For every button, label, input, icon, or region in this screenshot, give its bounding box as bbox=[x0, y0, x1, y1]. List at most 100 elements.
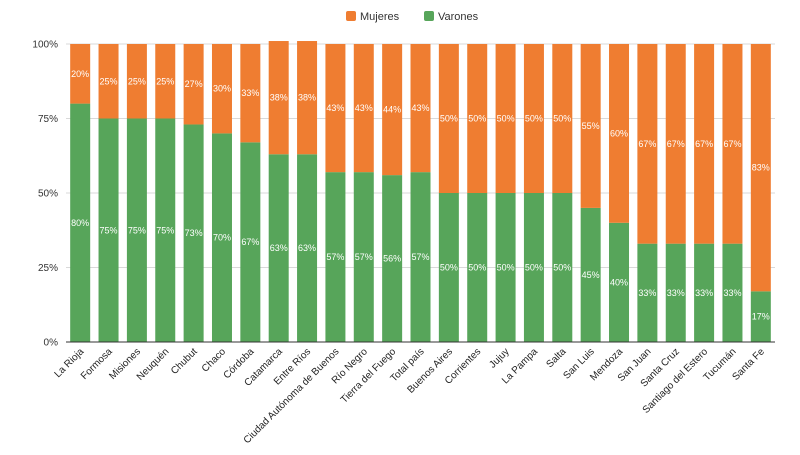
data-label-varones: 75% bbox=[100, 225, 118, 235]
bar-mujeres bbox=[552, 44, 573, 193]
bar-varones bbox=[353, 172, 374, 342]
data-label-varones: 57% bbox=[355, 252, 373, 262]
data-label-mujeres: 50% bbox=[553, 114, 571, 124]
data-label-mujeres: 38% bbox=[298, 93, 316, 103]
data-label-mujeres: 27% bbox=[185, 79, 203, 89]
data-label-varones: 80% bbox=[71, 218, 89, 228]
data-label-varones: 40% bbox=[610, 277, 628, 287]
data-label-mujeres: 30% bbox=[213, 84, 231, 94]
data-label-varones: 75% bbox=[128, 225, 146, 235]
data-label-varones: 33% bbox=[723, 288, 741, 298]
bar-mujeres bbox=[495, 44, 516, 193]
bar-mujeres bbox=[467, 44, 488, 193]
legend-swatch-mujeres bbox=[346, 11, 356, 21]
y-tick-label: 50% bbox=[38, 189, 58, 200]
bars bbox=[70, 41, 771, 343]
bar-mujeres bbox=[523, 44, 544, 193]
legend: Mujeres Varones bbox=[346, 11, 479, 23]
bar-varones bbox=[297, 154, 318, 342]
data-label-varones: 75% bbox=[156, 225, 174, 235]
bar-mujeres bbox=[98, 44, 119, 119]
data-label-varones: 57% bbox=[411, 252, 429, 262]
bar-varones bbox=[98, 118, 119, 342]
data-label-mujeres: 67% bbox=[723, 139, 741, 149]
bar-varones bbox=[495, 193, 516, 342]
bar-mujeres bbox=[609, 44, 630, 223]
data-label-mujeres: 25% bbox=[156, 76, 174, 86]
x-tick-label: Chubut bbox=[169, 346, 200, 377]
data-label-varones: 50% bbox=[440, 263, 458, 273]
data-label-mujeres: 50% bbox=[468, 114, 486, 124]
bar-varones bbox=[155, 118, 176, 342]
data-label-varones: 33% bbox=[695, 288, 713, 298]
bar-varones bbox=[665, 243, 686, 342]
bar-varones bbox=[580, 207, 601, 342]
bar-varones bbox=[722, 243, 743, 342]
bar-varones bbox=[126, 118, 147, 342]
bar-varones bbox=[325, 172, 346, 342]
data-label-mujeres: 25% bbox=[128, 76, 146, 86]
bar-mujeres bbox=[750, 44, 771, 292]
data-label-mujeres: 33% bbox=[241, 88, 259, 98]
data-label-varones: 63% bbox=[270, 243, 288, 253]
bar-mujeres bbox=[353, 44, 374, 173]
bar-mujeres bbox=[240, 44, 261, 143]
bar-varones bbox=[637, 243, 658, 342]
y-tick-label: 100% bbox=[32, 40, 58, 51]
bar-varones bbox=[70, 103, 91, 342]
data-label-mujeres: 50% bbox=[525, 114, 543, 124]
bar-mujeres bbox=[637, 44, 658, 244]
y-tick-label: 0% bbox=[44, 338, 59, 349]
bar-varones bbox=[211, 133, 232, 342]
bar-mujeres bbox=[694, 44, 715, 244]
bar-varones bbox=[183, 124, 204, 343]
data-label-mujeres: 67% bbox=[695, 139, 713, 149]
x-tick-label: Jujuy bbox=[487, 346, 511, 370]
bar-mujeres bbox=[297, 41, 318, 155]
data-label-varones: 50% bbox=[497, 263, 515, 273]
bar-varones bbox=[268, 154, 289, 342]
data-label-varones: 56% bbox=[383, 254, 401, 264]
data-label-mujeres: 67% bbox=[667, 139, 685, 149]
data-label-varones: 45% bbox=[582, 270, 600, 280]
bar-mujeres bbox=[580, 44, 601, 208]
bar-varones bbox=[410, 172, 431, 342]
data-label-varones: 17% bbox=[752, 312, 770, 322]
bar-varones bbox=[382, 175, 403, 342]
data-label-varones: 63% bbox=[298, 243, 316, 253]
bar-mujeres bbox=[410, 44, 431, 173]
bar-mujeres bbox=[382, 44, 403, 176]
data-label-mujeres: 83% bbox=[752, 163, 770, 173]
bar-mujeres bbox=[183, 44, 204, 125]
bar-mujeres bbox=[211, 44, 232, 134]
bar-varones bbox=[609, 222, 630, 342]
bar-mujeres bbox=[438, 44, 459, 193]
bar-varones bbox=[750, 291, 771, 342]
y-tick-label: 25% bbox=[38, 263, 58, 274]
bar-mujeres bbox=[665, 44, 686, 244]
data-label-varones: 33% bbox=[638, 288, 656, 298]
bar-varones bbox=[467, 193, 488, 342]
y-axis-ticks: 0% 25% 50% 75% 100% bbox=[32, 40, 58, 349]
data-label-mujeres: 44% bbox=[383, 105, 401, 115]
data-label-varones: 73% bbox=[185, 228, 203, 238]
data-label-mujeres: 50% bbox=[440, 114, 458, 124]
y-tick-label: 75% bbox=[38, 114, 58, 125]
bar-mujeres bbox=[325, 44, 346, 173]
bar-varones bbox=[694, 243, 715, 342]
data-label-varones: 67% bbox=[241, 237, 259, 247]
data-label-varones: 57% bbox=[326, 252, 344, 262]
data-label-mujeres: 20% bbox=[71, 69, 89, 79]
legend-swatch-varones bbox=[424, 11, 434, 21]
data-label-mujeres: 60% bbox=[610, 128, 628, 138]
data-label-varones: 50% bbox=[553, 263, 571, 273]
data-label-mujeres: 43% bbox=[355, 103, 373, 113]
bar-mujeres bbox=[268, 41, 289, 155]
bar-mujeres bbox=[722, 44, 743, 244]
data-label-varones: 33% bbox=[667, 288, 685, 298]
data-label-mujeres: 55% bbox=[582, 121, 600, 131]
bar-mujeres bbox=[126, 44, 147, 119]
bar-varones bbox=[240, 142, 261, 342]
